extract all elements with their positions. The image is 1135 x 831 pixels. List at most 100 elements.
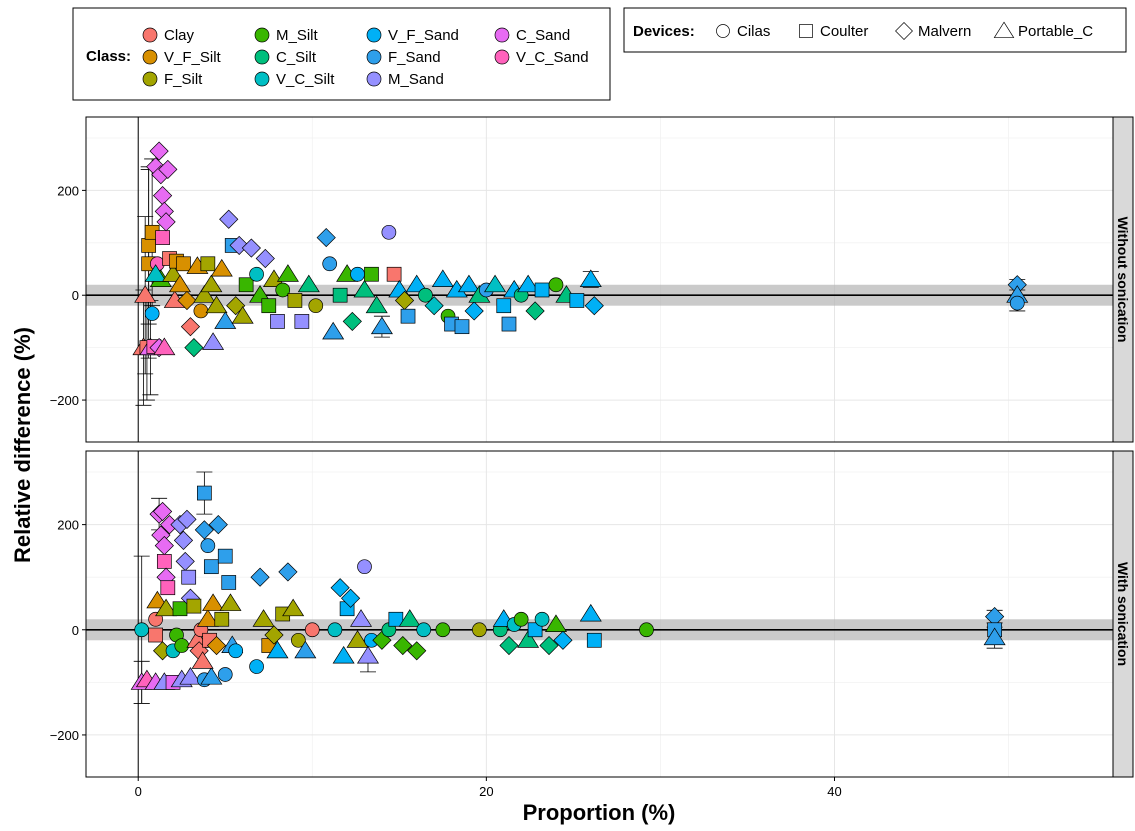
data-point [496,298,512,314]
data-point [226,296,246,316]
data-point [172,601,188,617]
data-point [177,290,197,311]
data-point [386,266,402,282]
y-tick-label: 0 [72,623,79,638]
device-legend-label: Coulter [820,23,868,40]
data-point [291,632,306,648]
class-legend-item: M_Sand [366,71,444,88]
data-point [200,274,223,293]
data-point [276,264,299,282]
data-point [365,295,388,314]
data-point [539,635,559,656]
data-point [249,285,272,303]
data-point [158,159,178,180]
data-point [134,285,157,303]
data-point [418,287,433,303]
data-point [332,287,348,303]
device-legend: Devices: Cilas Coulter Malvern Portable_C [623,7,1127,53]
data-point [250,567,270,587]
data-point [202,593,225,611]
data-point [584,296,604,316]
legend-swatch-circle [366,71,382,87]
y-tick-label: 200 [57,183,79,198]
data-point [177,509,197,529]
data-point [569,293,585,308]
data-point [176,256,191,272]
legend-swatch-circle [254,71,270,87]
data-point [186,598,202,614]
y-tick-label: −200 [50,728,79,743]
facet-strip-label: Without sonication [1115,217,1131,343]
data-point [156,554,172,569]
data-point [219,209,239,229]
data-point [217,667,233,682]
class-legend-item: C_Silt [254,49,317,66]
data-point [255,248,275,269]
class-legend-item: F_Sand [366,49,441,66]
data-point [200,256,216,272]
data-point [217,548,233,564]
data-point [152,501,173,522]
data-point [219,593,242,611]
data-point [370,316,393,335]
legend-swatch-circle [366,27,382,43]
legend-swatch-circle [142,71,158,87]
legend-swatch-circle [142,49,158,65]
data-point [586,632,602,648]
legend-swatch-circle [366,49,382,65]
data-point [228,643,244,659]
class-legend-label: M_Sand [388,71,444,88]
class-legend-label: Clay [164,27,195,44]
data-point [134,622,150,638]
data-point [525,301,545,321]
data-point [297,274,320,293]
x-tick-label: 0 [135,784,142,799]
data-point [342,311,362,332]
data-point [579,269,602,287]
data-point [349,609,373,627]
data-point [416,622,432,638]
legend-swatch-circle [494,27,510,43]
class-legend-label: C_Silt [276,49,317,66]
data-point [287,293,303,308]
data-point [264,625,284,645]
facet-strip-label: With sonication [1115,562,1131,666]
device-legend-label: Portable_C [1018,23,1093,40]
y-tick-label: −200 [50,393,79,408]
legend-swatch-circle [494,49,510,65]
data-point [144,264,167,282]
y-tick-label: 0 [72,288,79,303]
data-point [270,314,285,329]
class-legend-label: V_C_Sand [516,49,589,66]
data-point [200,538,216,553]
class-legend-item: V_C_Sand [494,49,589,66]
data-point [513,611,529,627]
data-point [1009,295,1025,311]
data-point [357,559,372,575]
device-legend-item: Malvern [895,22,971,40]
data-point [278,562,298,582]
data-point [454,319,470,335]
data-point [544,614,568,632]
data-point [249,266,264,282]
data-point [517,630,540,648]
data-point [553,630,573,650]
data-point [155,230,170,245]
data-point [457,274,480,293]
data-point [308,298,324,314]
panel-background [86,451,1113,777]
y-tick-label: 200 [57,518,79,533]
data-point [405,274,428,293]
data-point [208,515,228,535]
data-point [153,337,176,356]
data-point [353,279,376,298]
data-point [983,627,1006,646]
data-point [197,485,212,501]
class-legend-box [72,7,611,101]
data-point [534,282,550,298]
data-point [193,303,209,319]
data-point [400,308,416,324]
class-legend-title: Class: [86,48,131,65]
legend-swatch-circle [254,27,270,43]
